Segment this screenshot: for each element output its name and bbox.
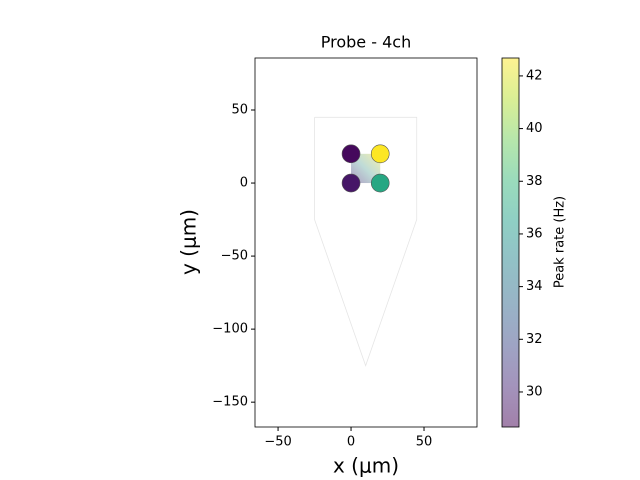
plot-frame <box>254 57 478 428</box>
chart-title: Probe - 4ch <box>321 33 411 52</box>
colorbar-tick-label: 42 <box>526 68 543 83</box>
x-axis-label: x (μm) <box>333 454 399 478</box>
y-tick-label: 0 <box>240 176 248 191</box>
colorbar-tick-label: 40 <box>526 121 543 136</box>
colorbar-tick-label: 34 <box>526 279 543 294</box>
channel-marker <box>341 144 361 164</box>
y-tick-label: −50 <box>221 249 248 264</box>
y-tick-label: 50 <box>231 103 248 118</box>
x-tick-label: 50 <box>416 435 433 450</box>
colorbar-label: Peak rate (Hz) <box>553 196 568 288</box>
colorbar <box>501 57 520 428</box>
colorbar-tick-label: 36 <box>526 226 543 241</box>
channel-marker <box>370 173 390 193</box>
y-tick-label: −100 <box>212 322 248 337</box>
colorbar-tick-label: 38 <box>526 174 543 189</box>
colorbar-tick-label: 32 <box>526 332 543 347</box>
colorbar-tick-label: 30 <box>526 384 543 399</box>
channel-marker <box>370 144 390 164</box>
x-tick-label: −50 <box>264 435 291 450</box>
probe-contour <box>314 116 418 367</box>
x-tick-label: 0 <box>347 435 355 450</box>
channel-marker <box>341 173 361 193</box>
y-tick-label: −150 <box>212 395 248 410</box>
y-axis-label: y (μm) <box>177 209 201 275</box>
